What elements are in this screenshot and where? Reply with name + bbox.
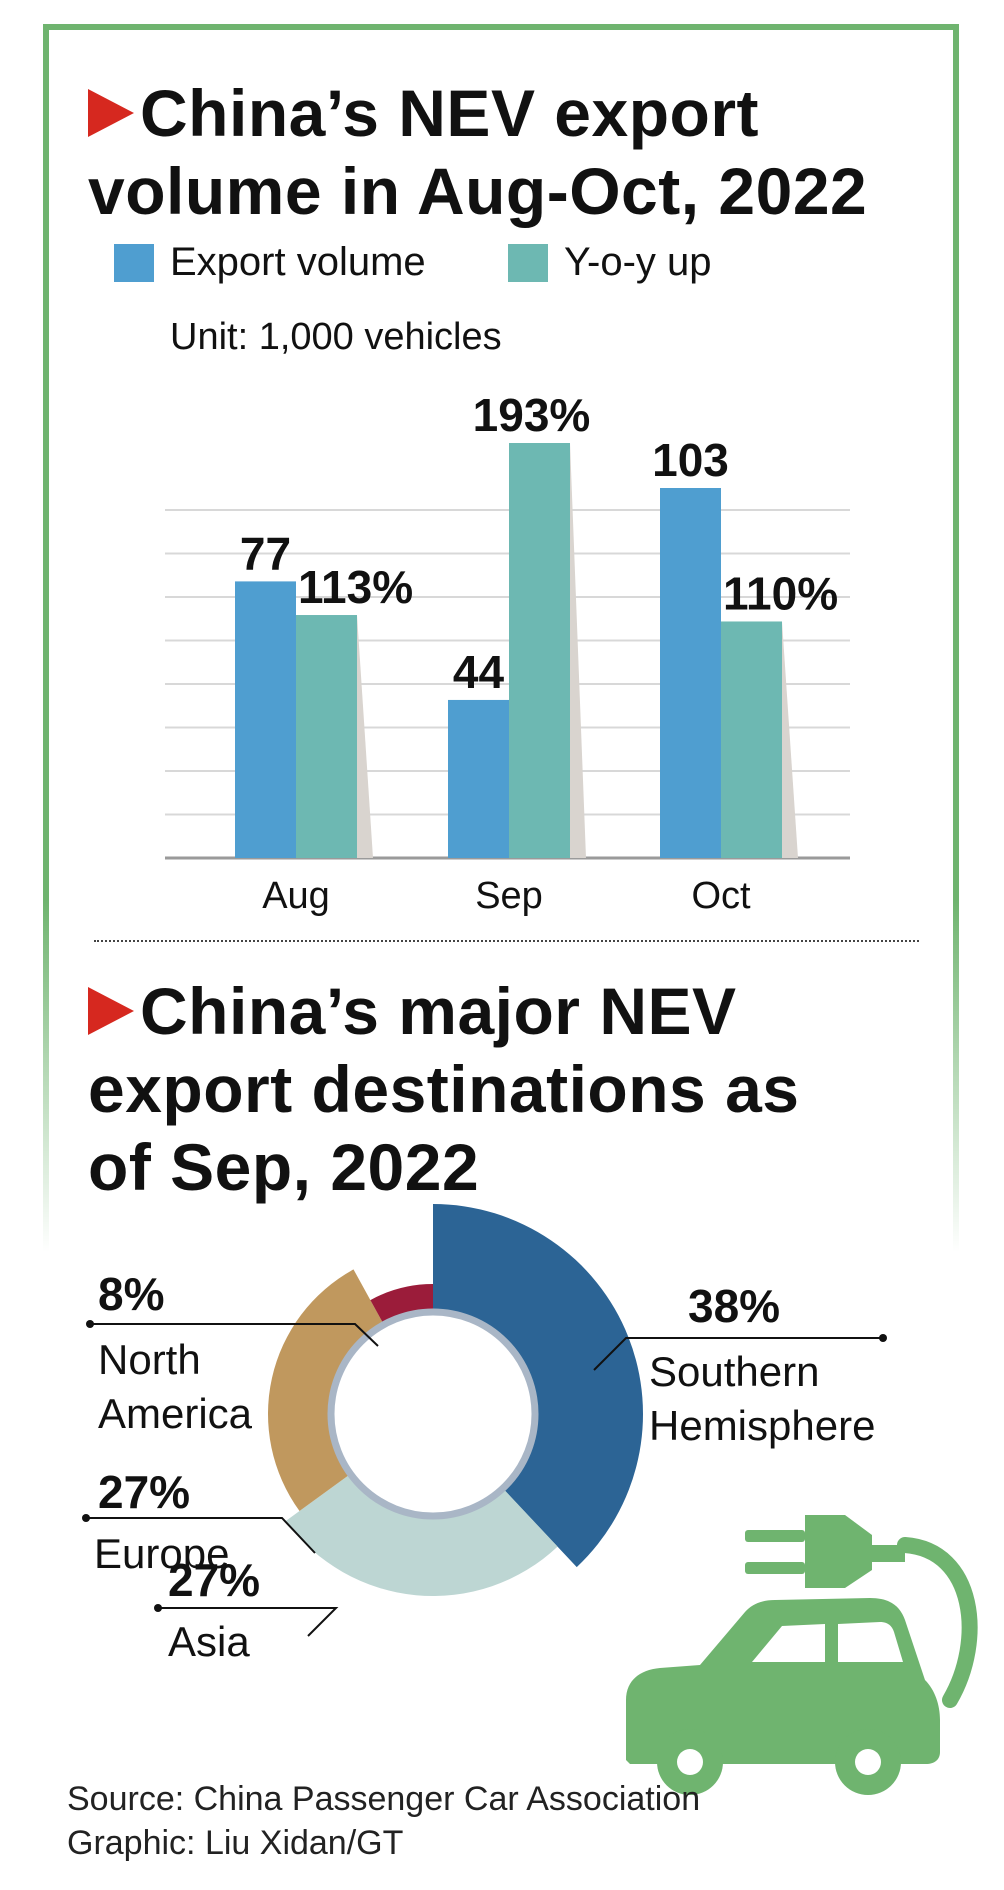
leader-dot-europe	[82, 1514, 90, 1522]
bar-shadows	[357, 443, 798, 858]
name-label-europe: Europe	[94, 1530, 229, 1577]
donut-title-line2: export destinations as	[88, 1052, 800, 1126]
car-icon	[626, 1598, 940, 1795]
legend-item-export-volume: Export volume	[114, 240, 534, 290]
bar-shadow	[570, 443, 586, 858]
x-tick-aug: Aug	[262, 875, 330, 917]
leader-line-north-america	[90, 1323, 379, 1347]
slice-north-america	[370, 1284, 433, 1327]
bar-tick-labels: Aug Sep Oct	[262, 875, 751, 917]
data-label-export-volume-aug: 77	[240, 527, 291, 579]
chart-title-line1: China’s NEV export	[140, 76, 760, 150]
bar-yoy-up-aug	[296, 615, 357, 858]
name-label-asia: Asia	[168, 1618, 250, 1665]
bar-export-volume-sep	[448, 699, 509, 858]
leader-line-asia	[158, 1607, 339, 1637]
x-tick-sep: Sep	[475, 875, 543, 917]
triangle-marker-icon	[88, 88, 134, 137]
bar-yoy-up-oct	[721, 621, 782, 858]
name-label-line1: North	[98, 1336, 201, 1383]
bar-bars	[235, 443, 782, 858]
leader-dot-north-america	[86, 1320, 94, 1328]
source-note: Source: China Passenger Car Association	[67, 1780, 701, 1818]
bar-export-volume-aug	[235, 581, 296, 858]
donut-labels: 38%Southern Hemisphere27%Asia27%Europe8%N…	[94, 1268, 875, 1665]
donut-chart	[268, 1204, 643, 1596]
name-label-line2: America	[98, 1390, 253, 1437]
x-tick-oct: Oct	[691, 875, 751, 917]
name-label-line2: Hemisphere	[649, 1402, 875, 1449]
slice-southern-hemisphere	[433, 1204, 643, 1568]
donut-hole	[335, 1316, 531, 1512]
donut-leaders	[82, 1320, 887, 1637]
leader-dot-asia	[154, 1604, 162, 1612]
unit-label: Unit: 1,000 vehicles	[170, 316, 502, 358]
pct-label-southern-hemisphere: 38%	[688, 1280, 780, 1332]
name-label-southern-hemisphere: Southern Hemisphere	[649, 1348, 875, 1449]
donut-title-line3: of Sep, 2022	[88, 1130, 480, 1204]
data-label-yoy-up-aug: 113%	[298, 561, 413, 613]
plug-icon	[745, 1515, 978, 1708]
legend-item-yoy-up: Y-o-y up	[508, 240, 768, 290]
legend-label-export-volume: Export volume	[170, 240, 426, 284]
bar-shadow	[357, 615, 373, 858]
graphic-credit: Graphic: Liu Xidan/GT	[67, 1824, 404, 1862]
legend-swatch-yoy-up	[508, 244, 548, 282]
data-label-yoy-up-sep: 193%	[473, 389, 591, 441]
donut-title-line1: China’s major NEV	[140, 974, 737, 1048]
data-label-export-volume-sep: 44	[453, 646, 505, 698]
legend-label-yoy-up: Y-o-y up	[564, 240, 712, 284]
bar-export-volume-oct	[660, 488, 721, 858]
leader-dot-southern-hemisphere	[879, 1334, 887, 1342]
pct-label-north-america: 8%	[98, 1268, 164, 1320]
name-label-line1: Southern	[649, 1348, 819, 1395]
leader-line-southern-hemisphere	[593, 1337, 883, 1371]
slice-europe	[268, 1269, 385, 1511]
data-label-export-volume-oct: 103	[652, 434, 729, 486]
leader-line-europe	[86, 1517, 316, 1554]
donut-inner-ring	[327, 1308, 539, 1520]
bar-yoy-up-sep	[509, 443, 570, 858]
slice-asia	[285, 1472, 558, 1596]
data-label-yoy-up-oct: 110%	[723, 567, 838, 619]
section-divider	[94, 940, 919, 942]
name-label-north-america: North America	[98, 1336, 253, 1437]
chart-title: China’s NEV export volume in Aug-Oct, 20…	[88, 74, 867, 230]
chart-title-line2: volume in Aug-Oct, 2022	[88, 154, 868, 228]
donut-title: China’s major NEV export destinations as…	[88, 972, 800, 1206]
pct-label-europe: 27%	[98, 1466, 190, 1518]
pct-label-asia: 27%	[168, 1554, 260, 1606]
triangle-marker-icon	[88, 986, 134, 1035]
bar-shadow	[782, 621, 798, 858]
legend-swatch-export-volume	[114, 244, 154, 282]
